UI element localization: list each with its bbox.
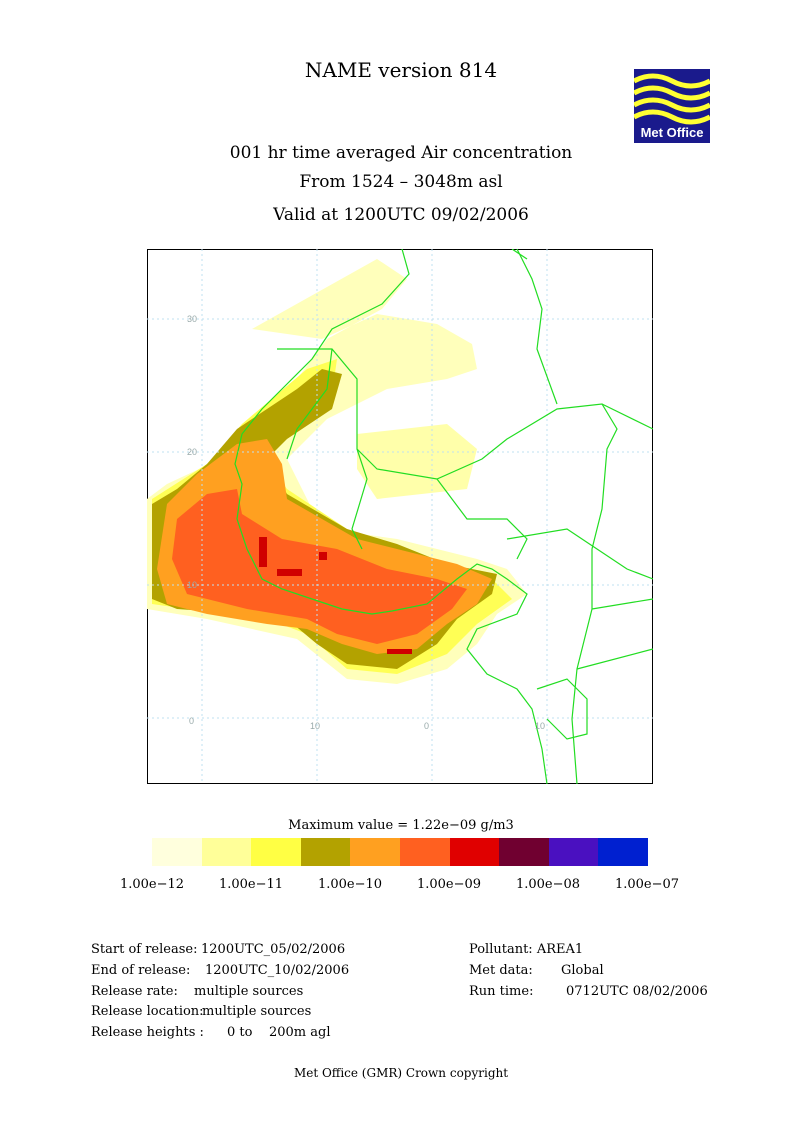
met-data-value: Global — [561, 963, 604, 978]
scale-tick-label: 1.00e−08 — [515, 877, 581, 892]
scale-swatch-3 — [251, 838, 301, 866]
lon-label-10e: 10 — [535, 721, 545, 731]
scale-swatch-10 — [598, 838, 648, 866]
map-svg: 30 20 10 0 10 0 10 — [147, 248, 654, 785]
release-location-value: multiple sources — [202, 1004, 312, 1019]
end-release-value: 1200UTC_10/02/2006 — [205, 963, 350, 978]
valid-time: Valid at 1200UTC 09/02/2006 — [273, 205, 529, 225]
max-value-label: Maximum value = 1.22e−09 g/m3 — [288, 818, 514, 833]
map-gridlines — [147, 249, 653, 784]
release-rate-label: Release rate: — [91, 984, 178, 999]
lat-label-10: 10 — [187, 580, 197, 590]
release-rate-value: multiple sources — [194, 984, 304, 999]
pollutant: Pollutant: AREA1 — [469, 942, 584, 957]
scale-tick-label: 1.00e−09 — [416, 877, 482, 892]
scale-swatch-8 — [499, 838, 549, 866]
plume-level-6 — [277, 569, 302, 576]
scale-swatch-1 — [152, 838, 202, 866]
country-borders — [234, 248, 654, 785]
wave-icon — [634, 73, 710, 125]
start-release-value: 1200UTC_05/02/2006 — [201, 942, 346, 957]
lon-label-10w: 10 — [310, 721, 320, 731]
run-time-label: Run time: — [469, 984, 534, 999]
subtitle-averaging: 001 hr time averaged Air concentration — [229, 143, 573, 163]
color-scale — [152, 838, 648, 866]
scale-swatch-5 — [350, 838, 400, 866]
plot-title: NAME version 814 — [304, 58, 498, 82]
scale-tick-label: 1.00e−07 — [614, 877, 680, 892]
scale-swatch-7 — [449, 838, 500, 866]
start-release-label: Start of release: — [91, 942, 198, 957]
scale-tick-label: 1.00e−11 — [218, 877, 284, 892]
copyright-footer: Met Office (GMR) Crown copyright — [293, 1066, 509, 1080]
scale-swatch-4 — [300, 838, 351, 866]
met-data-label: Met data: — [469, 963, 533, 978]
release-heights-label: Release heights : — [91, 1025, 204, 1040]
release-location-label: Release location: — [91, 1004, 204, 1019]
concentration-map: 30 20 10 0 10 0 10 — [147, 248, 654, 785]
lat-label-20: 20 — [187, 447, 197, 457]
lat-label-0: 0 — [189, 716, 194, 726]
logo-text: Met Office — [640, 125, 704, 140]
release-heights-value: 0 to 200m agl — [227, 1025, 331, 1040]
scale-swatch-6 — [399, 838, 450, 866]
scale-tick-label: 1.00e−12 — [119, 877, 185, 892]
met-office-logo: Met Office — [634, 69, 710, 143]
run-time-value: 0712UTC 08/02/2006 — [566, 984, 708, 999]
subtitle-height-range: From 1524 – 3048m asl — [299, 172, 503, 192]
plume-level-upper — [357, 424, 477, 499]
scale-swatch-9 — [548, 838, 599, 866]
scale-swatch-2 — [201, 838, 252, 866]
lat-label-30: 30 — [187, 314, 197, 324]
lon-label-0: 0 — [424, 721, 429, 731]
scale-tick-label: 1.00e−10 — [317, 877, 383, 892]
plume-level-5 — [172, 489, 467, 644]
end-release-label: End of release: — [91, 963, 191, 978]
